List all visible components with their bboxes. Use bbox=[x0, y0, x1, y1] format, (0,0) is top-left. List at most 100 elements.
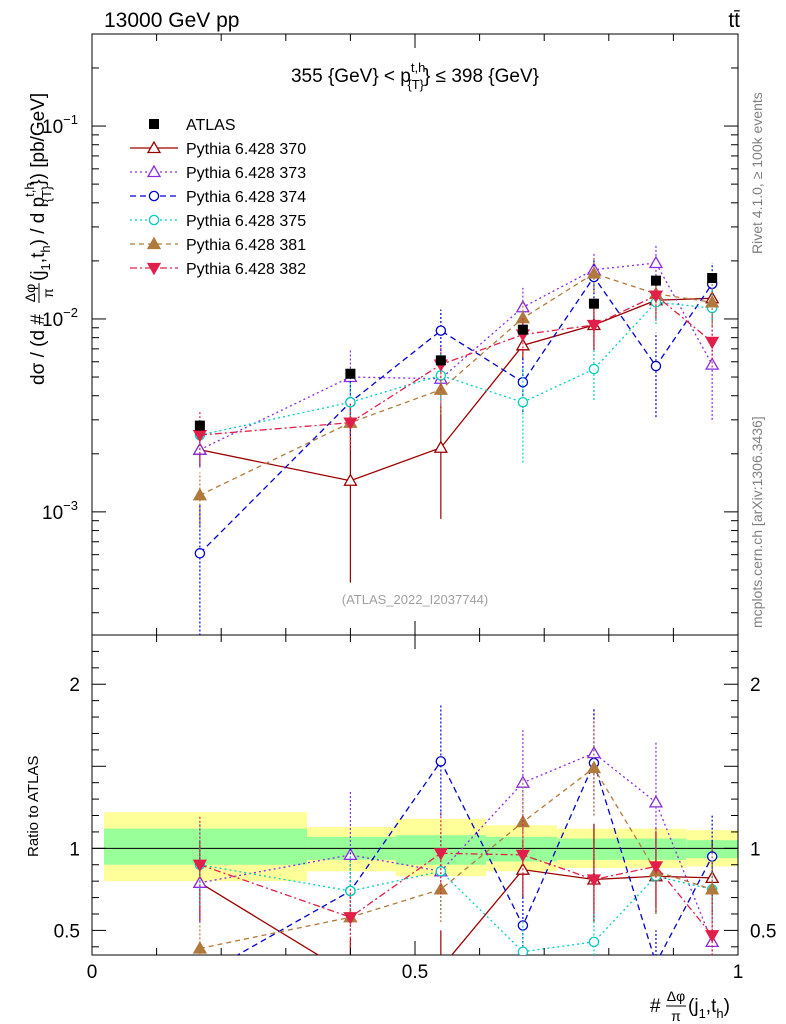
ratio-tick-label-left: 1 bbox=[69, 839, 80, 860]
chart-title: 355 {GeV} < pt,h {T}} ≤ 398 {GeV} bbox=[291, 60, 539, 92]
legend: ATLAS Pythia 6.428 370 Pythia 6.428 373 Pyt… bbox=[130, 117, 306, 278]
axes-group: 0 0.5 1 10−3 10−2 10−1 0.5 0.5 1 1 2 2 bbox=[42, 34, 776, 983]
ratio-point bbox=[586, 874, 602, 887]
legend-label: Pythia 6.428 382 bbox=[186, 261, 306, 278]
series-line bbox=[199, 294, 713, 436]
series-line bbox=[199, 301, 713, 436]
y-tick-label: 10−1 bbox=[42, 112, 78, 138]
ratio-point bbox=[345, 885, 356, 897]
svg-text:π: π bbox=[40, 288, 56, 298]
legend-entry: Pythia 6.428 381 bbox=[130, 236, 306, 254]
data-point bbox=[343, 473, 358, 486]
data-point bbox=[192, 487, 208, 501]
ratio-point bbox=[517, 946, 529, 955]
data-point bbox=[343, 417, 358, 430]
rivet-label: Rivet 4.1.0, ≥ 100k events bbox=[749, 92, 765, 254]
ratio-band-green bbox=[104, 828, 308, 865]
data-point bbox=[517, 397, 529, 408]
svg-text:#: # bbox=[650, 996, 661, 1017]
legend-entry: Pythia 6.428 373 bbox=[130, 164, 306, 182]
ratio-series-clipped bbox=[192, 703, 720, 955]
main-series-group bbox=[192, 243, 720, 635]
ratio-point bbox=[588, 936, 600, 948]
ratio-tick-label-right: 0.5 bbox=[750, 921, 776, 942]
ratio-tick-label-right: 1 bbox=[750, 839, 761, 860]
analysis-watermark: (ATLAS_2022_I2037744) bbox=[342, 592, 488, 607]
legend-marker bbox=[146, 140, 162, 154]
ratio-band-group bbox=[104, 812, 738, 882]
ratio-point bbox=[435, 756, 447, 767]
ratio-point bbox=[435, 866, 447, 877]
y-axis-label: dσ / (d # Δφ π (j1,th) / d pt,h {T}}) [pb… bbox=[22, 93, 56, 385]
data-point bbox=[515, 338, 531, 351]
svg-text:π: π bbox=[671, 1008, 681, 1024]
svg-text:(j1,th) / d pt,h{T}}) [pb/GeV]: (j1,th) / d pt,h {T}}) [pb/GeV] bbox=[22, 93, 54, 281]
data-point bbox=[433, 440, 448, 453]
ratio-point bbox=[586, 760, 602, 774]
data-point bbox=[586, 319, 602, 333]
series-pythia-6-428-375 bbox=[194, 284, 718, 463]
ratio-panel-frame bbox=[91, 634, 739, 956]
ratio-series-group bbox=[192, 703, 720, 955]
legend-marker bbox=[148, 190, 160, 202]
legend-label: Pythia 6.428 375 bbox=[186, 213, 306, 230]
data-point bbox=[345, 397, 356, 408]
main-series-clipped bbox=[192, 243, 720, 635]
energy-label: 13000 GeV pp bbox=[104, 9, 239, 32]
series-line bbox=[199, 275, 713, 554]
data-point bbox=[515, 310, 531, 324]
series-pythia-6-428-370 bbox=[192, 275, 720, 583]
atlas-data-point bbox=[650, 275, 661, 286]
data-point bbox=[650, 360, 662, 372]
series-line bbox=[199, 297, 713, 482]
ratio-band-green bbox=[557, 838, 622, 860]
legend-label: Pythia 6.428 373 bbox=[186, 165, 306, 182]
legend-marker bbox=[146, 164, 162, 178]
ratio-point bbox=[515, 849, 531, 863]
atlas-data-point bbox=[194, 420, 205, 431]
x-tick-label: 0 bbox=[87, 962, 98, 983]
legend-label-atlas: ATLAS bbox=[186, 117, 236, 134]
legend-marker bbox=[148, 214, 160, 226]
ratio-band-green bbox=[621, 838, 687, 860]
legend-entry: Pythia 6.428 375 bbox=[130, 213, 306, 230]
atlas-data-point bbox=[435, 355, 446, 366]
ratio-point bbox=[648, 861, 664, 874]
x-tick-label: 1 bbox=[733, 962, 744, 983]
series-pythia-6-428-381 bbox=[192, 258, 720, 526]
series-line bbox=[199, 262, 713, 451]
ratio-point bbox=[192, 859, 208, 873]
y-tick-label: 10−2 bbox=[42, 305, 78, 331]
ratio-tick-label-right: 2 bbox=[750, 675, 761, 696]
x-tick-label: 0.5 bbox=[402, 962, 428, 983]
ratio-point bbox=[192, 941, 208, 954]
ratio-point bbox=[586, 745, 602, 759]
legend-entry-atlas: ATLAS bbox=[149, 117, 236, 134]
data-point bbox=[705, 294, 720, 308]
data-point bbox=[435, 325, 447, 336]
legend-label: Pythia 6.428 374 bbox=[186, 189, 306, 206]
data-point bbox=[648, 290, 664, 304]
ratio-point bbox=[515, 775, 531, 788]
svg-text:Δφ: Δφ bbox=[22, 284, 38, 302]
data-point bbox=[705, 336, 720, 350]
legend-marker bbox=[146, 262, 162, 276]
ratio-tick-label-left: 0.5 bbox=[54, 921, 80, 942]
x-axis-label: # Δφ π (j1,th) bbox=[650, 988, 730, 1024]
data-point bbox=[588, 363, 600, 375]
ratio-point bbox=[433, 848, 448, 861]
atlas-data-point bbox=[517, 324, 528, 335]
ratio-y-label: Ratio to ATLAS bbox=[25, 756, 42, 857]
ratio-point bbox=[648, 795, 664, 808]
ratio-point bbox=[343, 912, 358, 925]
data-point bbox=[586, 266, 602, 279]
y-tick-label: 10−3 bbox=[42, 498, 78, 524]
data-point bbox=[194, 548, 206, 559]
ratio-tick-label-left: 2 bbox=[69, 675, 80, 696]
ratio-point bbox=[705, 882, 720, 895]
atlas-data-point bbox=[588, 298, 599, 309]
legend-label: Pythia 6.428 381 bbox=[186, 237, 306, 254]
legend-marker-atlas bbox=[149, 119, 159, 129]
process-label: tt̄ bbox=[728, 9, 740, 32]
